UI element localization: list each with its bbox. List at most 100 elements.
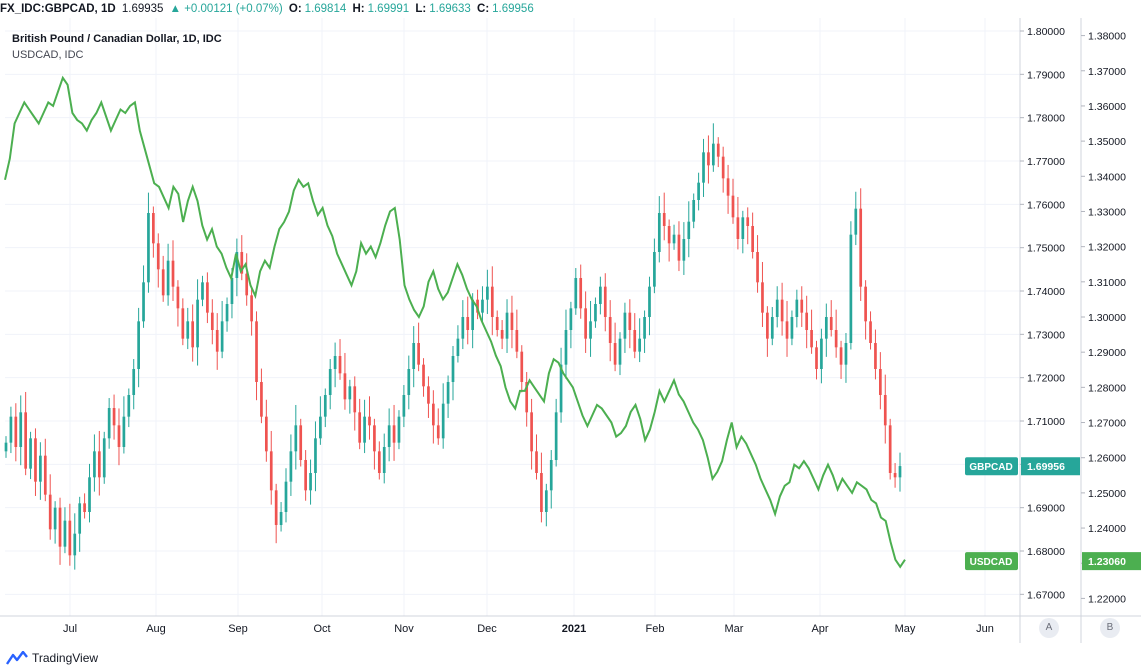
candle-body[interactable] <box>505 312 509 339</box>
candle-body[interactable] <box>456 338 460 356</box>
candle-body[interactable] <box>623 312 627 339</box>
candle-body[interactable] <box>879 369 882 395</box>
candle-body[interactable] <box>333 356 337 369</box>
candle-body[interactable] <box>589 321 592 339</box>
candle-body[interactable] <box>667 226 671 244</box>
candle-body[interactable] <box>102 438 106 478</box>
candle-body[interactable] <box>608 317 612 343</box>
candle-body[interactable] <box>795 299 799 317</box>
candle-body[interactable] <box>215 330 219 352</box>
candle-body[interactable] <box>535 451 538 473</box>
candle-body[interactable] <box>314 438 317 473</box>
candle-body[interactable] <box>88 477 91 512</box>
candle-body[interactable] <box>137 321 140 369</box>
candle-body[interactable] <box>78 503 82 534</box>
candle-body[interactable] <box>299 425 303 460</box>
candle-body[interactable] <box>707 152 710 166</box>
candle-body[interactable] <box>43 455 47 495</box>
candle-body[interactable] <box>618 338 622 365</box>
candle-body[interactable] <box>883 395 887 426</box>
candle-body[interactable] <box>530 412 533 452</box>
candle-body[interactable] <box>844 343 848 365</box>
candle-body[interactable] <box>328 369 332 395</box>
candle-body[interactable] <box>751 226 754 252</box>
candle-body[interactable] <box>775 299 779 317</box>
candle-body[interactable] <box>201 282 204 300</box>
candle-body[interactable] <box>520 351 524 382</box>
candle-body[interactable] <box>490 286 494 317</box>
candle-body[interactable] <box>225 304 229 322</box>
candle-body[interactable] <box>721 156 725 179</box>
candle-body[interactable] <box>810 330 813 348</box>
candle-body[interactable] <box>633 330 637 352</box>
candle-body[interactable] <box>441 403 445 439</box>
candle-body[interactable] <box>397 416 401 443</box>
candle-body[interactable] <box>854 208 858 235</box>
candle-body[interactable] <box>653 252 656 287</box>
candle-body[interactable] <box>741 217 745 239</box>
candle-body[interactable] <box>486 286 489 300</box>
candle-body[interactable] <box>412 343 416 369</box>
candle-body[interactable] <box>820 338 823 369</box>
candle-body[interactable] <box>834 330 838 348</box>
candle-body[interactable] <box>274 490 278 525</box>
candle-body[interactable] <box>269 451 273 491</box>
candle-body[interactable] <box>888 425 892 473</box>
candle-body[interactable] <box>829 317 833 330</box>
candle-body[interactable] <box>785 321 789 339</box>
candle-body[interactable] <box>230 278 234 304</box>
candle-body[interactable] <box>260 382 263 417</box>
candle-body[interactable] <box>564 330 568 365</box>
candle-body[interactable] <box>220 321 224 352</box>
candle-body[interactable] <box>191 321 195 348</box>
price-chart[interactable]: 1.80000 1.79000 1.78000 1.77000 1.76000 1.750… <box>0 18 1141 643</box>
candle-body[interactable] <box>29 438 32 469</box>
candle-body[interactable] <box>451 356 455 382</box>
candle-body[interactable] <box>461 317 465 339</box>
candle-body[interactable] <box>9 416 13 443</box>
candle-body[interactable] <box>839 347 843 365</box>
candle-body[interactable] <box>603 286 607 317</box>
candle-body[interactable] <box>176 286 180 309</box>
candle-body[interactable] <box>859 208 863 287</box>
candle-body[interactable] <box>19 412 23 447</box>
candle-body[interactable] <box>849 234 853 343</box>
candle-body[interactable] <box>14 416 18 447</box>
candle-body[interactable] <box>73 533 77 556</box>
compare-series-legend[interactable]: USDCAD, IDC <box>12 49 84 61</box>
candle-body[interactable] <box>402 395 406 417</box>
candle-body[interactable] <box>382 447 386 473</box>
candle-body[interactable] <box>417 343 420 365</box>
candle-body[interactable] <box>48 494 52 530</box>
candle-body[interactable] <box>387 425 391 447</box>
candle-body[interactable] <box>363 416 366 443</box>
candle-body[interactable] <box>309 473 312 491</box>
candle-body[interactable] <box>289 451 293 482</box>
candle-body[interactable] <box>97 451 101 478</box>
candle-body[interactable] <box>515 330 519 352</box>
candle-body[interactable] <box>186 321 190 339</box>
candle-body[interactable] <box>682 239 686 261</box>
candle-body[interactable] <box>319 416 322 439</box>
candle-body[interactable] <box>746 217 750 226</box>
candle-body[interactable] <box>869 321 872 343</box>
candle-body[interactable] <box>392 425 396 443</box>
candle-body[interactable] <box>711 143 715 166</box>
candle-body[interactable] <box>284 481 288 512</box>
symbol-title[interactable]: FX_IDC:GBPCAD, 1D <box>0 3 116 15</box>
candle-body[interactable] <box>171 260 175 287</box>
candle-body[interactable] <box>63 520 67 547</box>
candle-body[interactable] <box>648 286 651 317</box>
candle-body[interactable] <box>294 425 298 452</box>
candle-body[interactable] <box>559 364 563 413</box>
candle-body[interactable] <box>613 343 617 365</box>
candle-body[interactable] <box>235 252 239 278</box>
candle-body[interactable] <box>874 343 877 369</box>
candle-body[interactable] <box>181 308 185 339</box>
footer-brand[interactable]: TradingView <box>6 651 98 665</box>
candle-body[interactable] <box>540 473 543 512</box>
candle-body[interactable] <box>107 408 111 439</box>
candle-body[interactable] <box>323 395 327 417</box>
candle-body[interactable] <box>800 299 804 313</box>
candle-body[interactable] <box>161 269 165 296</box>
